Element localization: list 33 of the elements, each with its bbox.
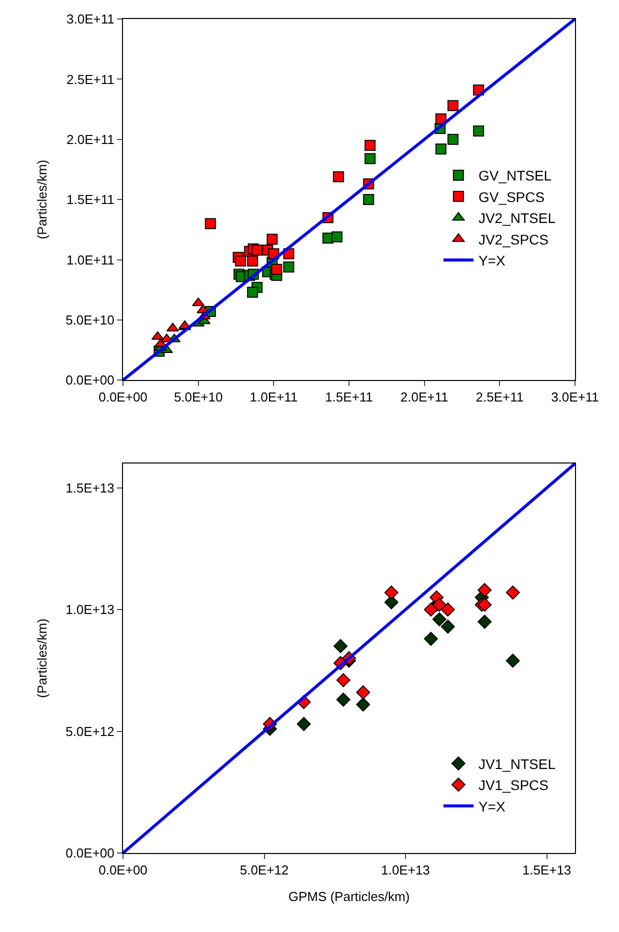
x-tick-label: 3.0E+11 bbox=[551, 390, 599, 405]
legend-label: JV2_NTSEL bbox=[478, 210, 556, 226]
x-tick-label: 0.0E+00 bbox=[98, 862, 148, 878]
x-tick-label: 2.5E+11 bbox=[476, 390, 524, 405]
legend-label: Y=X bbox=[478, 798, 506, 814]
y-tick-label: 2.0E+11 bbox=[66, 132, 114, 147]
y-tick-label: 1.0E+11 bbox=[66, 252, 114, 268]
x-tick-label: 5.0E+12 bbox=[240, 862, 289, 878]
legend-label: GV_SPCS bbox=[478, 188, 545, 205]
x-axis-title: GPMS (Particles/km) bbox=[288, 889, 410, 904]
x-tick-label: 1.0E+13 bbox=[381, 862, 430, 878]
y-tick-label: 5.0E+12 bbox=[66, 724, 114, 739]
x-tick-label: 0.0E+00 bbox=[98, 390, 148, 405]
legend-label: JV1_SPCS bbox=[478, 777, 548, 794]
legend-label: Y=X bbox=[478, 252, 506, 268]
y-tick-label: 5.0E+10 bbox=[66, 312, 114, 328]
legend-label: GV_NTSEL bbox=[478, 168, 552, 184]
y-tick-label: 1.5E+13 bbox=[66, 480, 114, 496]
legend-label: JV2_SPCS bbox=[478, 231, 548, 248]
y-tick-label: 0.0E+00 bbox=[66, 372, 114, 388]
x-tick-label: 2.0E+11 bbox=[400, 390, 448, 405]
y-tick-label: 1.5E+11 bbox=[66, 192, 114, 208]
x-tick-label: 1.0E+11 bbox=[250, 390, 298, 405]
y-axis-title: (Particles/km) bbox=[34, 618, 50, 698]
x-tick-label: 5.0E+10 bbox=[174, 390, 223, 405]
y-tick-label: 1.0E+13 bbox=[66, 602, 114, 618]
y-tick-label: 2.5E+11 bbox=[66, 72, 114, 87]
legend-label: JV1_NTSEL bbox=[478, 756, 556, 772]
y-tick-label: 0.0E+00 bbox=[66, 846, 114, 861]
x-tick-label: 1.5E+11 bbox=[325, 390, 373, 405]
x-tick-label: 1.5E+13 bbox=[522, 862, 572, 878]
y-axis-title: (Particles/km) bbox=[34, 160, 50, 240]
y-tick-label: 3.0E+11 bbox=[66, 12, 114, 27]
